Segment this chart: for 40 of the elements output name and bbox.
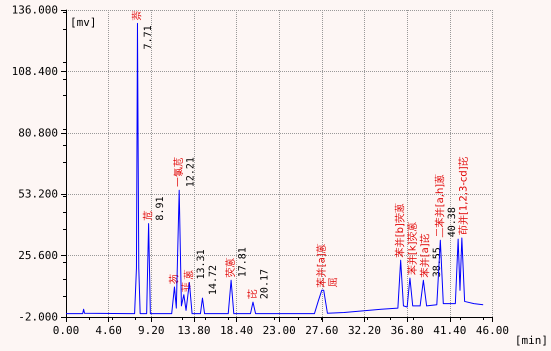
annotation: 13.31 [196,249,207,280]
x-tick-label: 9.20 [138,324,165,337]
annotation: 萘 [130,10,143,20]
x-tick-label: 36.80 [390,324,424,337]
annotation: 屈 [328,277,340,288]
annotation: 12.21 [186,157,197,188]
annotation: 苯并[b]荧蒽 [394,203,406,258]
y-tick-label: -2.000 [18,310,58,324]
y-axis-title: [mv] [70,16,96,29]
annotation: 8.91 [155,196,166,221]
x-tick-label: 13.80 [177,324,210,337]
x-tick-label: 41.40 [433,324,466,337]
y-tick-label: 108.400 [12,64,58,78]
y-tick-label: 80.800 [18,126,58,140]
annotation: 7.71 [142,25,154,50]
annotation: 苊 [142,210,154,221]
annotation: 芘 [246,289,258,300]
y-tick-label: 53.200 [18,188,58,201]
y-tick-label: 25.600 [18,249,58,262]
annotation: 茚并[1,2,3-cd]芘 [457,156,470,236]
annotation: 蒽 [182,270,195,280]
annotation: 40.38 [446,207,458,238]
x-tick-label: 18.40 [220,324,254,337]
annotation: 20.17 [259,268,270,300]
x-tick-label: 0.00 [52,324,80,337]
annotation: 14.72 [208,264,219,296]
annotation: 一氯苊 [172,157,185,188]
x-tick-label: 32.20 [348,324,382,337]
annotation: 苯并[k]荧蒽 [406,221,418,276]
x-tick-label: 4.60 [95,324,122,337]
annotation: 苯并[a]蒽 [315,243,328,288]
y-tick-label: 136.000 [12,4,58,16]
annotation: 17.81 [238,247,249,278]
x-tick-label: 46.00 [476,324,509,337]
annotation: 荧蒽 [224,257,237,278]
x-tick-label: 27.60 [305,324,338,337]
x-tick-label: 23.00 [262,324,296,337]
x-axis-title: [min] [514,334,548,347]
annotation: 二苯并[a,h]蒽 [434,174,446,238]
annotation: 苯并[a]芘 [418,233,431,278]
